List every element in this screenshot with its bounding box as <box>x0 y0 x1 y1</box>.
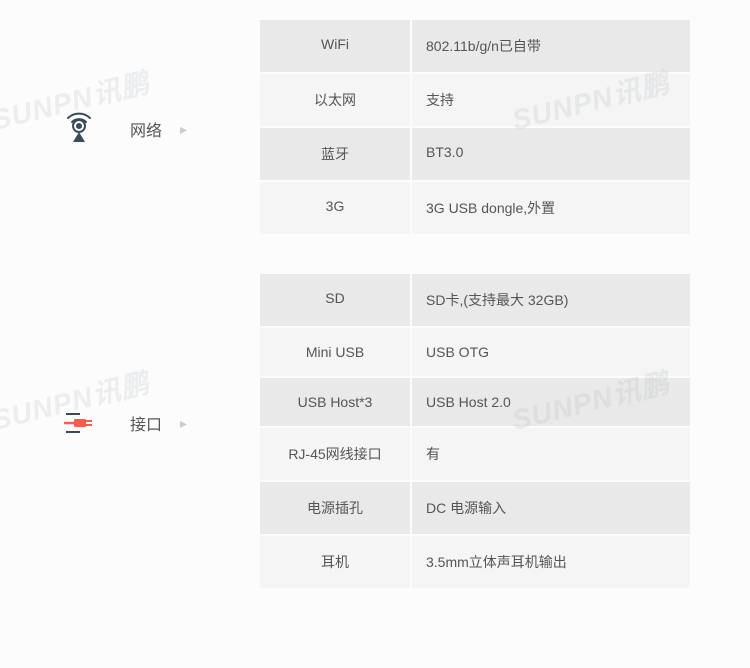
arrow-icon: ▸ <box>180 121 187 138</box>
spec-value: 支持 <box>412 74 690 126</box>
section-title: 接口 <box>130 411 162 435</box>
spec-label: SD <box>260 274 410 326</box>
network-icon <box>60 110 98 148</box>
spec-label: 电源插孔 <box>260 482 410 534</box>
spec-section-network: 网络 ▸ WiFi 802.11b/g/n已自带 以太网 支持 蓝牙 BT3.0… <box>60 20 690 236</box>
spec-label: 耳机 <box>260 536 410 588</box>
section-header: 网络 ▸ <box>60 20 260 148</box>
spec-label: 以太网 <box>260 74 410 126</box>
spec-value: SD卡,(支持最大 32GB) <box>412 274 690 326</box>
spec-label: RJ-45网线接口 <box>260 428 410 480</box>
specs-table: SD SD卡,(支持最大 32GB) Mini USB USB OTG USB … <box>260 274 690 590</box>
spec-section-interfaces: 接口 ▸ SD SD卡,(支持最大 32GB) Mini USB USB OTG… <box>60 274 690 590</box>
spec-label: 3G <box>260 182 410 234</box>
spec-label: 蓝牙 <box>260 128 410 180</box>
section-header: 接口 ▸ <box>60 274 260 442</box>
spec-row: WiFi 802.11b/g/n已自带 <box>260 20 690 72</box>
interface-icon <box>60 404 98 442</box>
spec-row: Mini USB USB OTG <box>260 328 690 376</box>
spec-value: USB Host 2.0 <box>412 378 690 426</box>
spec-value: 802.11b/g/n已自带 <box>412 20 690 72</box>
spec-row: RJ-45网线接口 有 <box>260 428 690 480</box>
section-title: 网络 <box>130 117 162 141</box>
spec-value: 有 <box>412 428 690 480</box>
spec-row: 耳机 3.5mm立体声耳机输出 <box>260 536 690 588</box>
spec-value: 3G USB dongle,外置 <box>412 182 690 234</box>
spec-row: SD SD卡,(支持最大 32GB) <box>260 274 690 326</box>
specs-table: WiFi 802.11b/g/n已自带 以太网 支持 蓝牙 BT3.0 3G 3… <box>260 20 690 236</box>
spec-value: USB OTG <box>412 328 690 376</box>
spec-label: USB Host*3 <box>260 378 410 426</box>
arrow-icon: ▸ <box>180 415 187 432</box>
spec-value: 3.5mm立体声耳机输出 <box>412 536 690 588</box>
spec-row: 以太网 支持 <box>260 74 690 126</box>
spec-row: 蓝牙 BT3.0 <box>260 128 690 180</box>
spec-row: USB Host*3 USB Host 2.0 <box>260 378 690 426</box>
spec-row: 3G 3G USB dongle,外置 <box>260 182 690 234</box>
spec-value: DC 电源输入 <box>412 482 690 534</box>
spec-label: WiFi <box>260 20 410 72</box>
spec-label: Mini USB <box>260 328 410 376</box>
spec-value: BT3.0 <box>412 128 690 180</box>
spec-row: 电源插孔 DC 电源输入 <box>260 482 690 534</box>
